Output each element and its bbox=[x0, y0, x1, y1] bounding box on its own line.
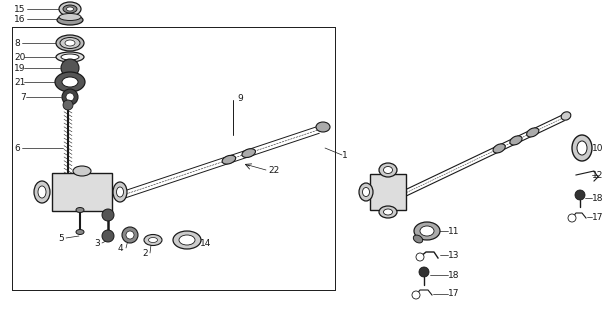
Ellipse shape bbox=[362, 188, 370, 196]
Circle shape bbox=[63, 100, 73, 110]
Text: 20: 20 bbox=[14, 52, 25, 61]
Text: 5: 5 bbox=[58, 234, 64, 243]
Text: 15: 15 bbox=[14, 4, 25, 13]
Ellipse shape bbox=[148, 237, 157, 243]
Ellipse shape bbox=[73, 166, 91, 176]
Text: 16: 16 bbox=[14, 14, 25, 23]
Circle shape bbox=[568, 214, 576, 222]
Text: 4: 4 bbox=[118, 244, 124, 252]
Ellipse shape bbox=[242, 149, 255, 157]
Ellipse shape bbox=[413, 235, 423, 243]
Ellipse shape bbox=[60, 37, 80, 49]
Ellipse shape bbox=[379, 206, 397, 218]
Circle shape bbox=[102, 209, 114, 221]
Text: 3: 3 bbox=[94, 238, 100, 247]
Ellipse shape bbox=[61, 54, 79, 60]
Ellipse shape bbox=[38, 186, 46, 198]
Ellipse shape bbox=[56, 35, 84, 51]
Text: 10: 10 bbox=[592, 143, 603, 153]
Ellipse shape bbox=[56, 52, 84, 62]
Text: 9: 9 bbox=[237, 93, 243, 102]
Ellipse shape bbox=[510, 136, 522, 145]
Ellipse shape bbox=[66, 7, 74, 11]
Ellipse shape bbox=[222, 155, 236, 164]
Ellipse shape bbox=[55, 72, 85, 92]
Circle shape bbox=[126, 231, 134, 239]
Ellipse shape bbox=[113, 182, 127, 202]
Text: 21: 21 bbox=[14, 77, 25, 86]
Ellipse shape bbox=[65, 40, 75, 46]
Text: 12: 12 bbox=[592, 171, 603, 180]
Text: 19: 19 bbox=[14, 63, 25, 73]
Ellipse shape bbox=[34, 181, 50, 203]
Text: 8: 8 bbox=[14, 38, 20, 47]
Ellipse shape bbox=[379, 163, 397, 177]
Text: 18: 18 bbox=[592, 194, 603, 203]
Ellipse shape bbox=[384, 209, 392, 215]
Text: 14: 14 bbox=[200, 238, 212, 247]
Text: 11: 11 bbox=[448, 227, 459, 236]
Text: 7: 7 bbox=[20, 92, 26, 101]
Text: 13: 13 bbox=[448, 251, 459, 260]
Ellipse shape bbox=[144, 235, 162, 245]
Bar bbox=[52, 173, 112, 211]
Text: 18: 18 bbox=[448, 270, 459, 279]
Text: 17: 17 bbox=[592, 212, 603, 221]
Ellipse shape bbox=[59, 13, 81, 20]
Circle shape bbox=[416, 253, 424, 261]
Circle shape bbox=[412, 291, 420, 299]
Ellipse shape bbox=[316, 122, 330, 132]
Ellipse shape bbox=[59, 2, 81, 16]
Circle shape bbox=[62, 89, 78, 105]
Ellipse shape bbox=[57, 15, 83, 25]
Circle shape bbox=[419, 267, 429, 277]
Text: 6: 6 bbox=[14, 143, 20, 153]
Text: 2: 2 bbox=[142, 249, 148, 258]
Circle shape bbox=[61, 59, 79, 77]
Ellipse shape bbox=[577, 141, 587, 155]
Ellipse shape bbox=[179, 235, 195, 245]
Text: 1: 1 bbox=[342, 150, 347, 159]
Ellipse shape bbox=[561, 112, 571, 120]
Ellipse shape bbox=[572, 135, 592, 161]
Ellipse shape bbox=[76, 229, 84, 235]
Circle shape bbox=[575, 190, 585, 200]
Ellipse shape bbox=[116, 187, 124, 197]
Ellipse shape bbox=[173, 231, 201, 249]
Circle shape bbox=[66, 93, 74, 101]
Ellipse shape bbox=[359, 183, 373, 201]
Text: 22: 22 bbox=[268, 165, 279, 174]
Ellipse shape bbox=[420, 226, 434, 236]
Text: 17: 17 bbox=[448, 290, 459, 299]
Ellipse shape bbox=[384, 166, 392, 173]
Ellipse shape bbox=[414, 222, 440, 240]
Ellipse shape bbox=[62, 77, 78, 87]
Ellipse shape bbox=[526, 128, 539, 137]
Ellipse shape bbox=[76, 207, 84, 212]
Circle shape bbox=[122, 227, 138, 243]
Ellipse shape bbox=[63, 5, 77, 13]
Ellipse shape bbox=[493, 144, 506, 153]
Circle shape bbox=[102, 230, 114, 242]
Bar bbox=[370, 174, 406, 210]
